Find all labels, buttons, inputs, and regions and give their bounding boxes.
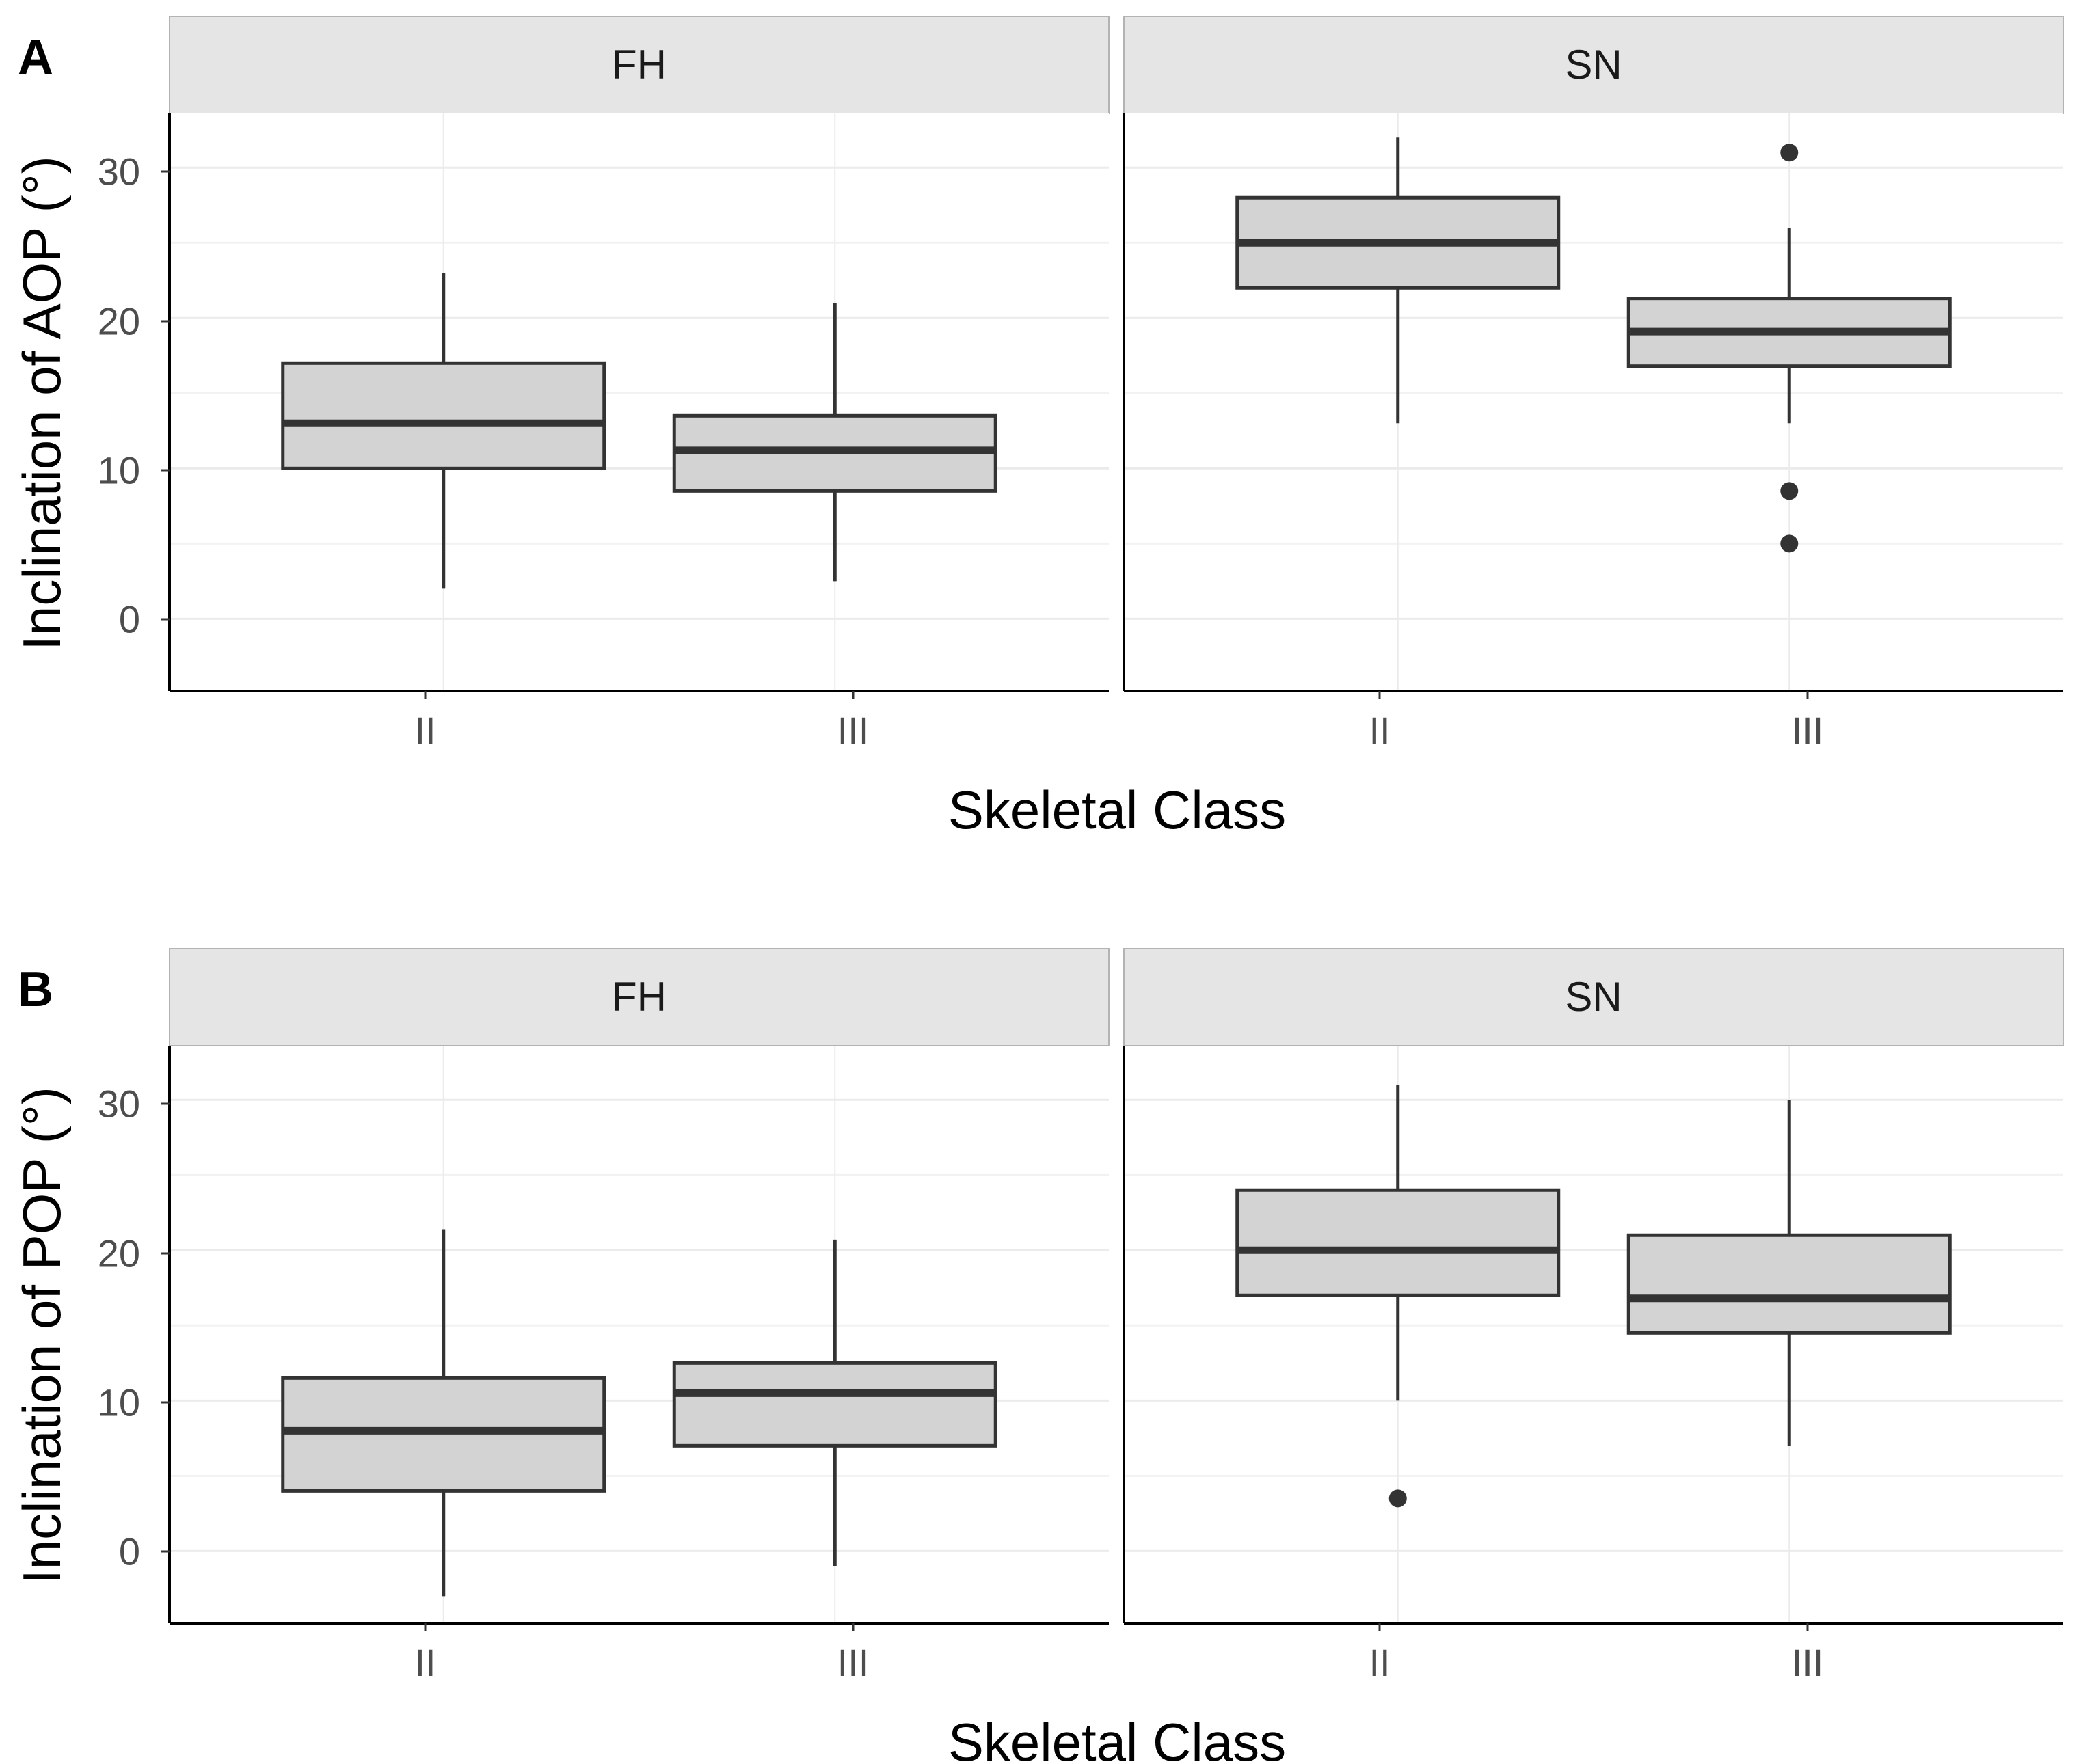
panel-b-letter: B [18,962,53,1017]
y-ticks-a [161,170,170,621]
y-tick-label-b: 10 [98,1381,140,1424]
strip-sn-a-label: SN [1565,42,1622,87]
box-sn-iii [1626,1100,1952,1446]
box-fh-ii [281,1229,606,1597]
plot-b-sn [1123,1046,2063,1625]
outlier-point [1780,482,1799,500]
y-axis-title-b: Inclination of POP (°) [12,1087,72,1584]
strip-fh-a-label: FH [612,42,667,87]
box-iqr [1235,1188,1561,1297]
y-tick-label-a: 0 [119,598,140,641]
panel-b: B FH SN 0 10 20 30 II III II III [12,948,2064,1764]
x-axis-title-a: Skeletal Class [948,780,1286,840]
x-tick-label-a: III [837,709,870,752]
box-fh-ii [281,273,606,589]
y-axis-title-a: Inclination of AOP (°) [12,156,72,650]
panel-a-letter: A [18,30,53,85]
plot-b-fh [168,1046,1109,1625]
strip-sn-b-label: SN [1565,974,1622,1020]
y-tick-label-a: 10 [98,449,140,492]
x-axis-title-b: Skeletal Class [948,1712,1286,1764]
box-iqr [672,1361,997,1448]
x-tick-label-b: II [414,1641,435,1684]
y-tick-label-b: 20 [98,1232,140,1275]
box-sn-iii [1626,144,1952,553]
x-tick-label-b: III [1792,1641,1824,1684]
strip-sn-b: SN [1123,948,2064,1046]
box-iqr [281,361,606,470]
box-sn-ii [1235,1085,1561,1508]
box-iqr [281,1376,606,1493]
box-sn-ii [1235,137,1561,424]
x-tick-label-a: III [1792,709,1824,752]
plot-a-sn [1123,113,2063,692]
y-tick-label-a: 20 [98,300,140,343]
panel-a: A FH SN 0 10 20 30 II III II III [12,16,2064,840]
y-tick-label-a: 30 [98,150,140,193]
y-tick-label-b: 30 [98,1083,140,1126]
strip-sn-a: SN [1123,16,2064,114]
x-tick-label-b: III [837,1641,870,1684]
box-fh-iii [672,1239,997,1566]
plot-a-fh [168,113,1109,692]
outlier-point [1780,144,1799,162]
x-tick-label-b: II [1369,1641,1390,1684]
y-tick-label-b: 0 [119,1530,140,1573]
box-iqr [1626,1233,1952,1335]
strip-fh-b-label: FH [612,974,667,1020]
x-ticks-b [424,1623,1809,1631]
strip-fh-b: FH [169,948,1110,1046]
x-tick-label-a: II [414,709,435,752]
y-ticks-b [161,1102,170,1553]
x-ticks-a [424,691,1809,699]
box-fh-iii [672,303,997,582]
outlier-point [1780,534,1799,553]
strip-fh-a: FH [169,16,1110,114]
x-tick-label-a: II [1369,709,1390,752]
outlier-point [1388,1489,1407,1508]
plot-background [170,1046,1109,1623]
